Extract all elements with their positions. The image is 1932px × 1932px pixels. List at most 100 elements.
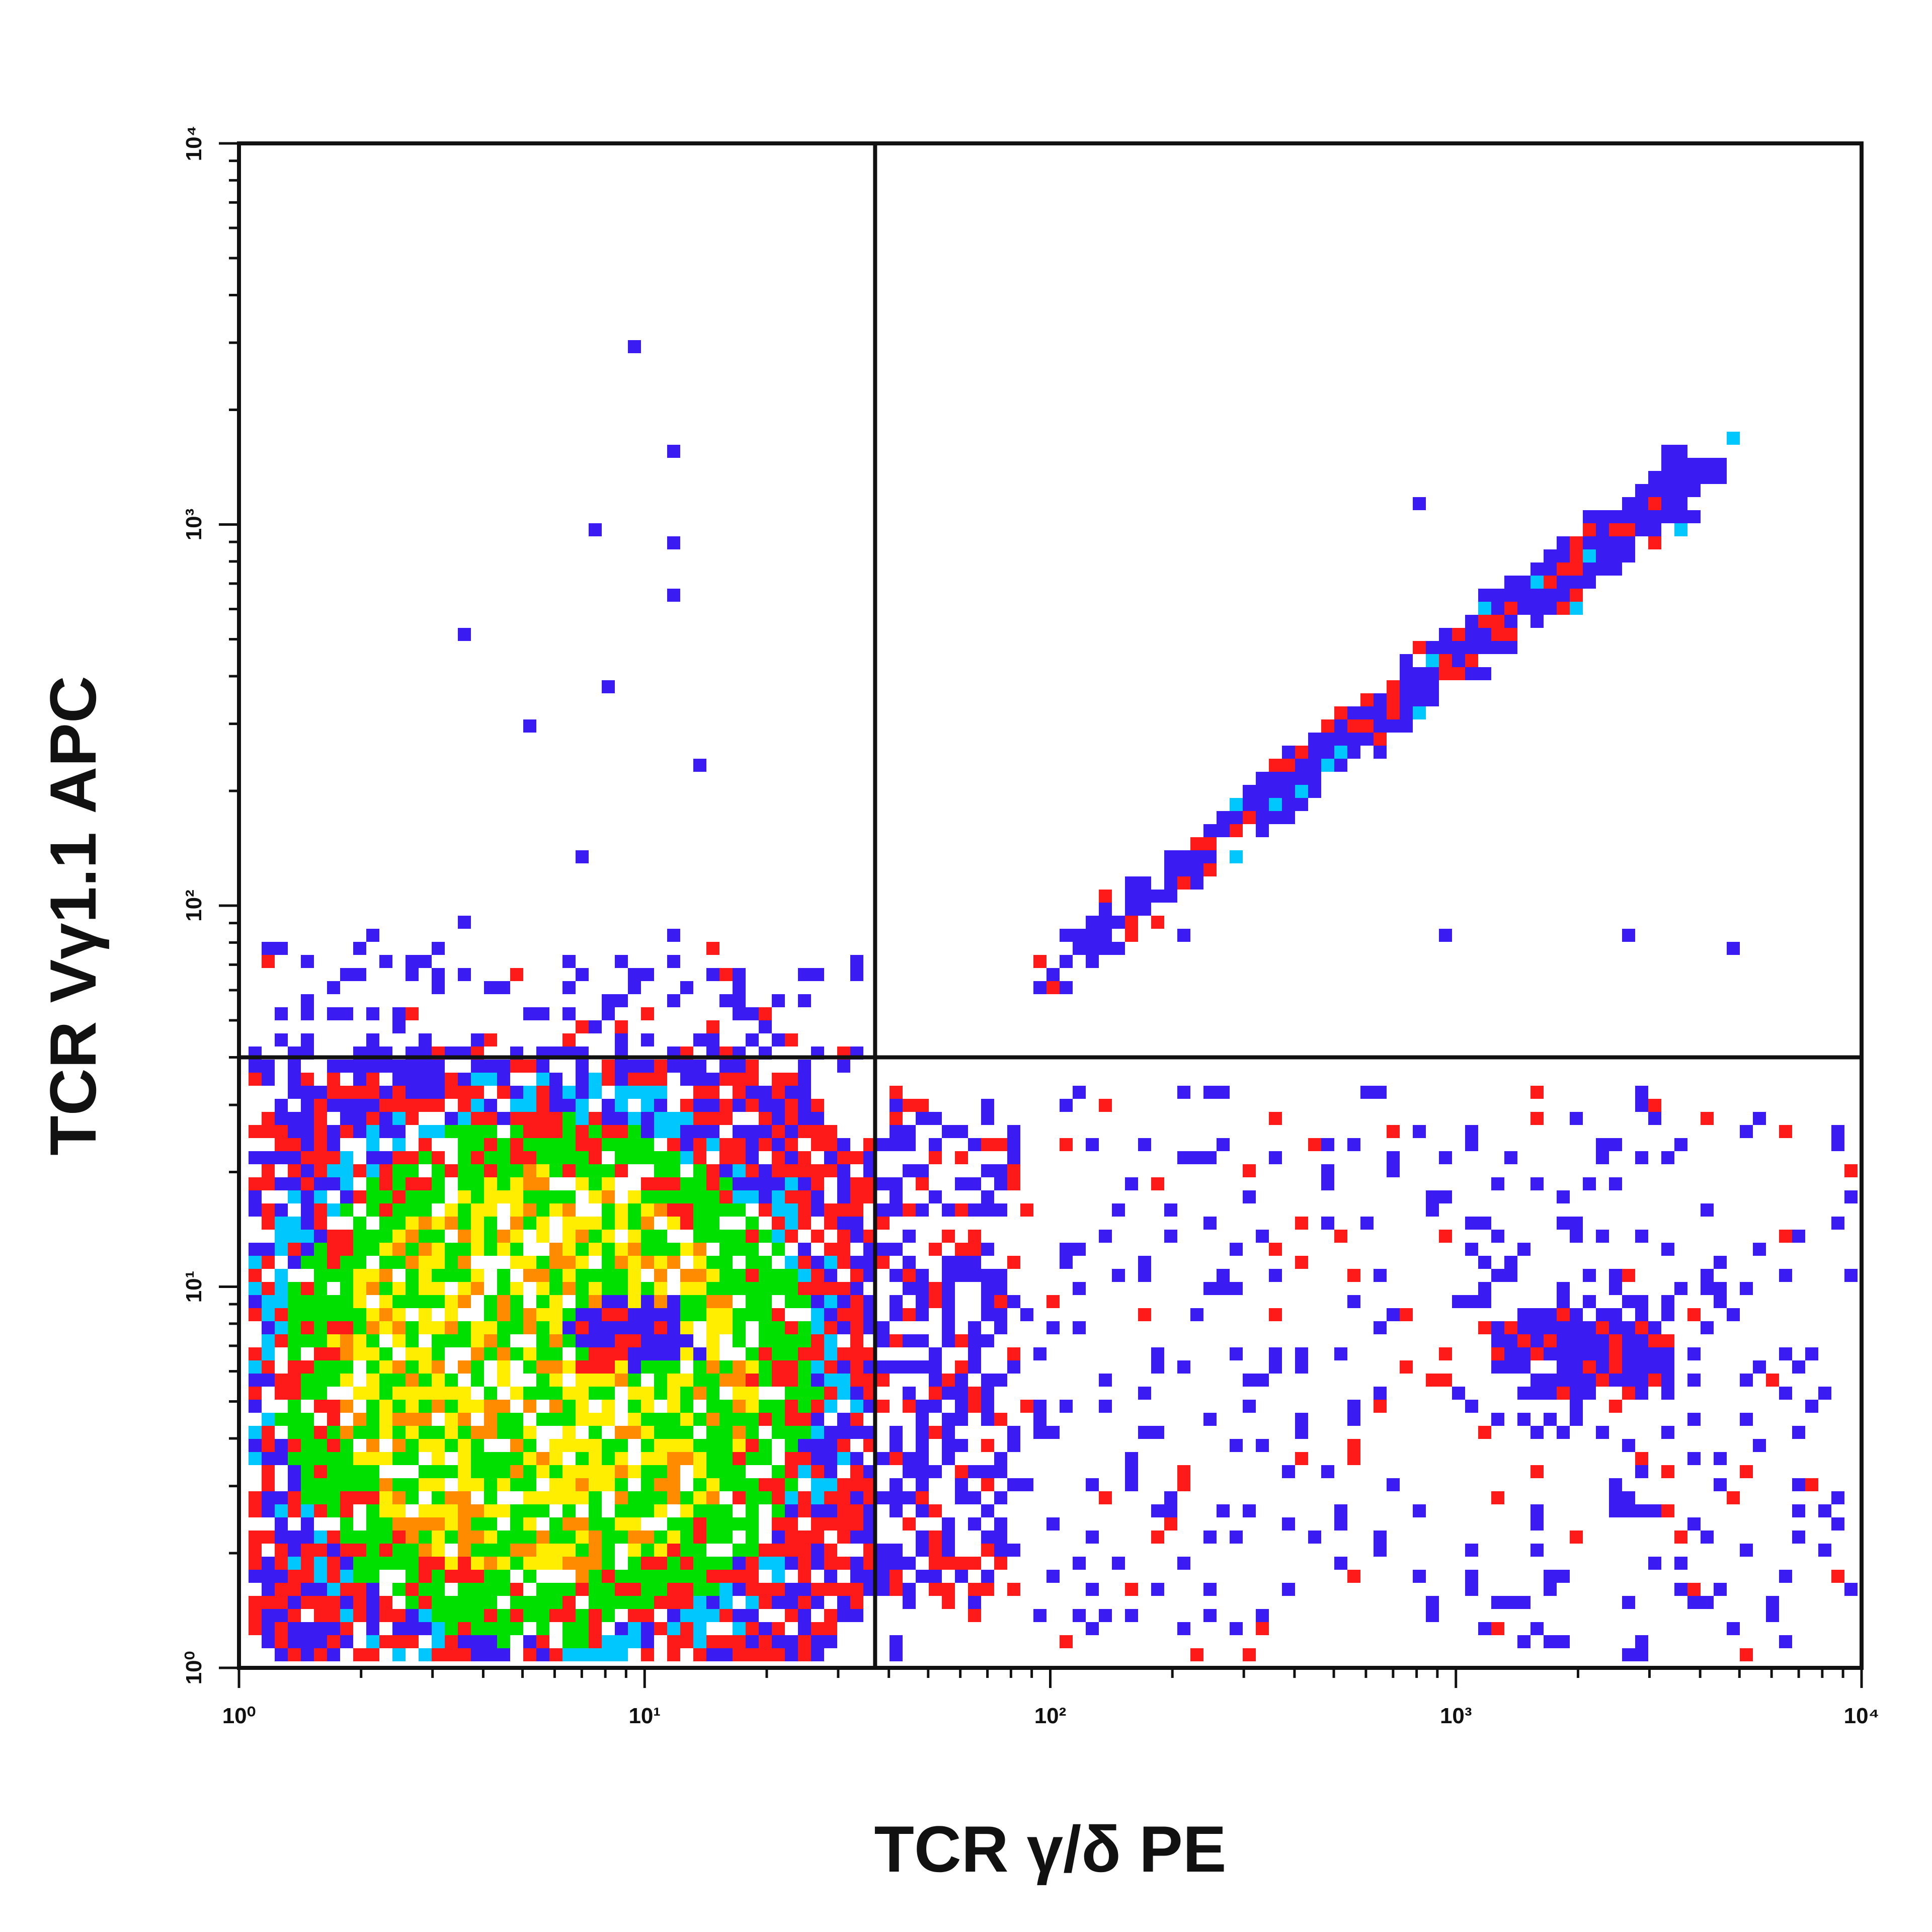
event-dot: [706, 1635, 719, 1648]
event-dot: [392, 1256, 406, 1269]
event-dot: [746, 1269, 759, 1282]
event-dot: [288, 1413, 301, 1426]
event-dot: [392, 1426, 406, 1439]
event-dot: [366, 1177, 379, 1190]
event-dot: [510, 1112, 523, 1125]
event-dot: [1190, 837, 1203, 850]
event-dot: [419, 1387, 432, 1400]
event-dot: [772, 1243, 785, 1256]
event-dot: [693, 1465, 706, 1478]
event-dot: [1622, 510, 1635, 523]
event-dot: [249, 1387, 262, 1400]
event-dot: [392, 1517, 406, 1531]
event-dot: [602, 1243, 615, 1256]
event-dot: [654, 1557, 667, 1570]
event-dot: [785, 1609, 798, 1622]
event-dot: [772, 1190, 785, 1203]
event-dot: [549, 1544, 562, 1557]
event-dot: [314, 1374, 327, 1387]
event-dot: [667, 1557, 680, 1570]
event-dot: [523, 1164, 536, 1177]
event-dot: [1609, 536, 1622, 549]
event-dot: [288, 1217, 301, 1230]
event-dot: [1648, 497, 1661, 510]
event-dot: [746, 1164, 759, 1177]
event-dot: [1230, 824, 1243, 837]
event-dot: [798, 1243, 811, 1256]
event-dot: [458, 1164, 471, 1177]
event-dot: [772, 1282, 785, 1295]
event-dot: [824, 1570, 837, 1583]
event-dot: [379, 1230, 392, 1243]
event-dot: [458, 1557, 471, 1570]
event-dot: [275, 1491, 288, 1504]
event-dot: [340, 1243, 353, 1256]
event-dot: [706, 1256, 719, 1269]
event-dot: [510, 1452, 523, 1465]
event-dot: [641, 1583, 654, 1596]
event-dot: [497, 1151, 510, 1164]
event-dot: [968, 1400, 981, 1413]
event-dot: [419, 1478, 432, 1491]
event-dot: [576, 1439, 589, 1452]
event-dot: [1060, 981, 1073, 994]
event-dot: [314, 1622, 327, 1635]
event-dot: [576, 1269, 589, 1282]
event-dot: [445, 1635, 458, 1648]
event-dot: [419, 1086, 432, 1099]
event-dot: [327, 1151, 340, 1164]
event-dot: [837, 1439, 850, 1452]
event-dot: [1687, 1583, 1701, 1596]
event-dot: [850, 1517, 863, 1531]
event-dot: [353, 1387, 366, 1400]
event-dot: [1701, 1282, 1714, 1295]
event-dot: [249, 1269, 262, 1282]
event-dot: [1413, 693, 1426, 706]
event-dot: [641, 1295, 654, 1308]
event-dot: [392, 1177, 406, 1190]
event-dot: [379, 1531, 392, 1544]
event-dot: [733, 1387, 746, 1400]
event-dot: [641, 1531, 654, 1544]
event-dot: [510, 1413, 523, 1426]
event-dot: [288, 1164, 301, 1177]
event-dot: [693, 1269, 706, 1282]
event-dot: [445, 1504, 458, 1517]
event-dot: [1190, 863, 1203, 876]
event-dot: [366, 1596, 379, 1609]
event-dot: [406, 1400, 419, 1413]
event-dot: [562, 1426, 576, 1439]
event-dot: [628, 1203, 641, 1217]
event-dot: [746, 1531, 759, 1544]
event-dot: [314, 1295, 327, 1308]
event-dot: [654, 1086, 667, 1099]
event-dot: [1818, 1504, 1831, 1517]
event-dot: [1570, 1413, 1583, 1426]
event-dot: [1177, 863, 1190, 876]
event-dot: [811, 1413, 824, 1426]
event-dot: [1308, 759, 1321, 772]
event-dot: [275, 1203, 288, 1217]
event-dot: [549, 1334, 562, 1347]
event-dot: [772, 1217, 785, 1230]
event-dot: [458, 1151, 471, 1164]
event-dot: [471, 1138, 484, 1151]
event-dot: [471, 1243, 484, 1256]
event-dot: [458, 1491, 471, 1504]
event-dot: [1334, 759, 1347, 772]
event-dot: [576, 1230, 589, 1243]
event-dot: [262, 1491, 275, 1504]
event-dot: [785, 1517, 798, 1531]
event-dot: [549, 1360, 562, 1374]
event-dot: [706, 1374, 719, 1387]
event-dot: [353, 1648, 366, 1661]
event-dot: [327, 1491, 340, 1504]
event-dot: [746, 1635, 759, 1648]
event-dot: [1570, 562, 1583, 576]
event-dot: [419, 1308, 432, 1321]
event-dot: [811, 1190, 824, 1203]
event-dot: [1086, 942, 1099, 955]
event-dot: [1060, 1635, 1073, 1648]
event-dot: [536, 1491, 549, 1504]
event-dot: [549, 1151, 562, 1164]
